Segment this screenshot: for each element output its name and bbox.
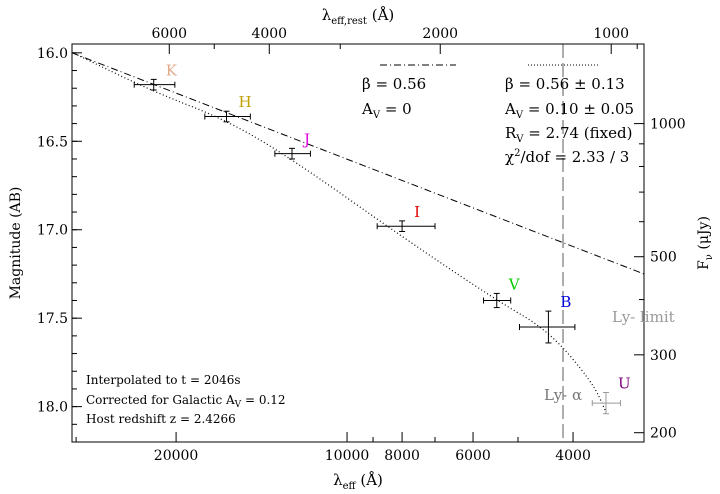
y-tick-label: 17.0 xyxy=(37,223,68,239)
top-x-axis-label: λeff,rest (Å) xyxy=(322,6,395,27)
top-x-tick-label: 2000 xyxy=(422,26,458,42)
legend-right-av: AV = 0.10 ± 0.05 xyxy=(504,100,634,121)
annotation-notes: Interpolated to t = 2046s Corrected for … xyxy=(86,373,286,426)
data-point-k: K xyxy=(133,61,178,91)
band-label-v: V xyxy=(508,275,521,293)
legend-right-chi2: χ2/dof = 2.33 / 3 xyxy=(505,148,629,166)
legend-right-beta: β = 0.56 ± 0.13 xyxy=(505,75,625,93)
x-tick-label: 20000 xyxy=(154,448,199,464)
right-y-tick-label: 500 xyxy=(650,250,677,266)
right-y-axis-label-sub: ν xyxy=(704,254,715,260)
plot-frame xyxy=(71,43,645,443)
x-axis-label: λeff (Å) xyxy=(333,471,383,492)
right-y-tick-label: 1000 xyxy=(650,117,686,133)
y-tick-label: 16.5 xyxy=(37,134,68,150)
x-tick-label: 10000 xyxy=(325,448,370,464)
band-label-k: K xyxy=(166,61,178,79)
top-x-axis-label-sub: eff,rest xyxy=(331,16,367,27)
ly-limit-label: Ly- limit xyxy=(612,308,675,326)
y-axis-label: Magnitude (AB) xyxy=(8,187,24,300)
legend-left-beta: β = 0.56 xyxy=(362,75,426,93)
data-point-b: B xyxy=(518,293,576,344)
legend-right-rv: RV = 2.74 (fixed) xyxy=(505,124,632,145)
note-host-redshift: Host redshift z = 2.4266 xyxy=(86,412,236,426)
x-tick-label: 8000 xyxy=(384,448,420,464)
top-x-tick-label: 6000 xyxy=(151,26,187,42)
right-y-axis-label: Fν (μJy) xyxy=(696,216,715,270)
model-dashdot-line xyxy=(71,52,645,275)
y-tick-label: 17.5 xyxy=(37,311,68,327)
y-tick-label: 16.0 xyxy=(37,46,68,62)
right-y-tick-label: 200 xyxy=(650,426,677,442)
right-y-tick-label: 300 xyxy=(650,348,677,364)
note-galactic-extinction: Corrected for Galactic AV = 0.12 xyxy=(86,393,286,410)
x-axis-label-sub: eff xyxy=(343,481,357,492)
x-tick-label: 6000 xyxy=(455,448,491,464)
data-point-v: V xyxy=(483,275,521,309)
data-point-u: U xyxy=(591,374,631,415)
band-label-j: J xyxy=(302,130,310,148)
top-x-tick-label: 1000 xyxy=(593,26,629,42)
x-tick-label: 4000 xyxy=(555,448,591,464)
axis-ticks: 16.0 16.5 17.0 17.5 18.0 20000 10000 8000 6000 40… xyxy=(37,26,686,464)
data-point-i: I xyxy=(376,203,436,233)
photometry-points: K H J I V B U xyxy=(133,61,631,415)
legend-right: β = 0.56 ± 0.13 AV = 0.10 ± 0.05 RV = 2.… xyxy=(504,64,634,166)
band-label-u: U xyxy=(618,374,631,392)
ly-alpha-label: Ly- α xyxy=(544,386,582,404)
legend-left: β = 0.56 AV = 0 xyxy=(361,64,456,121)
band-label-i: I xyxy=(414,203,420,221)
data-point-h: H xyxy=(204,93,252,123)
band-label-h: H xyxy=(239,93,252,111)
band-label-b: B xyxy=(560,293,571,311)
note-interpolated: Interpolated to t = 2046s xyxy=(86,373,241,387)
model-lines xyxy=(71,44,645,442)
y-tick-label: 18.0 xyxy=(37,400,68,416)
legend-left-av: AV = 0 xyxy=(361,100,412,121)
data-point-j: J xyxy=(274,130,311,160)
top-x-tick-label: 4000 xyxy=(251,26,287,42)
